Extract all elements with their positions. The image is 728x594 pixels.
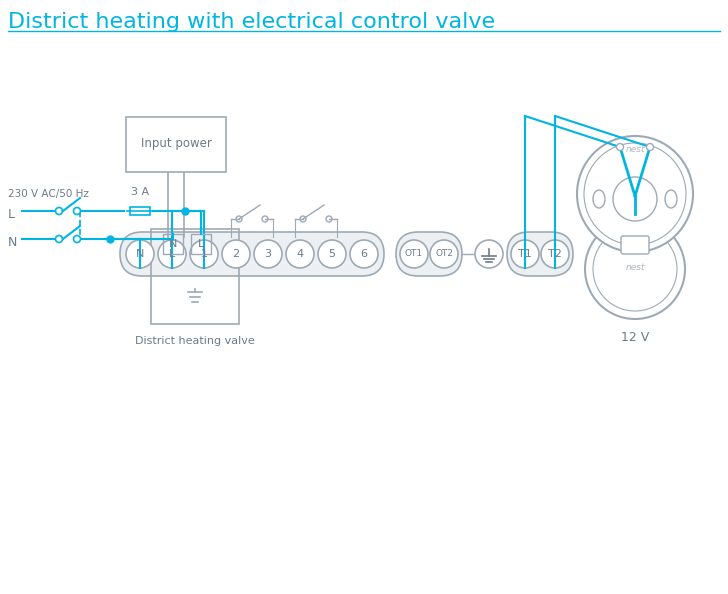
- Circle shape: [617, 144, 623, 150]
- Circle shape: [74, 235, 81, 242]
- FancyBboxPatch shape: [507, 232, 573, 276]
- Circle shape: [74, 207, 81, 214]
- Text: District heating valve: District heating valve: [135, 336, 255, 346]
- FancyBboxPatch shape: [130, 207, 150, 215]
- Circle shape: [286, 240, 314, 268]
- Text: 12 V: 12 V: [621, 331, 649, 344]
- Circle shape: [511, 240, 539, 268]
- Text: T1: T1: [518, 249, 532, 259]
- Circle shape: [475, 240, 503, 268]
- FancyBboxPatch shape: [621, 236, 649, 254]
- FancyBboxPatch shape: [120, 232, 384, 276]
- Circle shape: [222, 240, 250, 268]
- Circle shape: [55, 207, 63, 214]
- Circle shape: [236, 216, 242, 222]
- Circle shape: [126, 240, 154, 268]
- Circle shape: [300, 216, 306, 222]
- Text: L: L: [8, 207, 15, 220]
- Text: 4: 4: [296, 249, 304, 259]
- Text: 6: 6: [360, 249, 368, 259]
- Circle shape: [585, 219, 685, 319]
- Text: N: N: [8, 236, 17, 249]
- Text: L: L: [169, 249, 175, 259]
- Text: 3 A: 3 A: [131, 187, 149, 197]
- Circle shape: [318, 240, 346, 268]
- Text: N: N: [136, 249, 144, 259]
- Text: 5: 5: [328, 249, 336, 259]
- Text: OT2: OT2: [435, 249, 453, 258]
- Text: L: L: [198, 239, 204, 249]
- Text: 1: 1: [200, 249, 207, 259]
- Circle shape: [262, 216, 268, 222]
- Circle shape: [577, 136, 693, 252]
- Circle shape: [430, 240, 458, 268]
- Circle shape: [350, 240, 378, 268]
- Text: OT1: OT1: [405, 249, 423, 258]
- Text: District heating with electrical control valve: District heating with electrical control…: [8, 12, 495, 32]
- Circle shape: [55, 235, 63, 242]
- Circle shape: [190, 240, 218, 268]
- Circle shape: [158, 240, 186, 268]
- Text: T2: T2: [548, 249, 562, 259]
- Circle shape: [646, 144, 654, 150]
- Circle shape: [326, 216, 332, 222]
- Text: 3: 3: [264, 249, 272, 259]
- Circle shape: [254, 240, 282, 268]
- Text: N: N: [169, 239, 177, 249]
- Circle shape: [400, 240, 428, 268]
- Text: 2: 2: [232, 249, 240, 259]
- FancyBboxPatch shape: [396, 232, 462, 276]
- Text: Input power: Input power: [141, 137, 211, 150]
- Text: nest: nest: [625, 263, 645, 271]
- Circle shape: [541, 240, 569, 268]
- Text: 230 V AC/50 Hz: 230 V AC/50 Hz: [8, 189, 89, 199]
- Text: nest: nest: [625, 146, 645, 154]
